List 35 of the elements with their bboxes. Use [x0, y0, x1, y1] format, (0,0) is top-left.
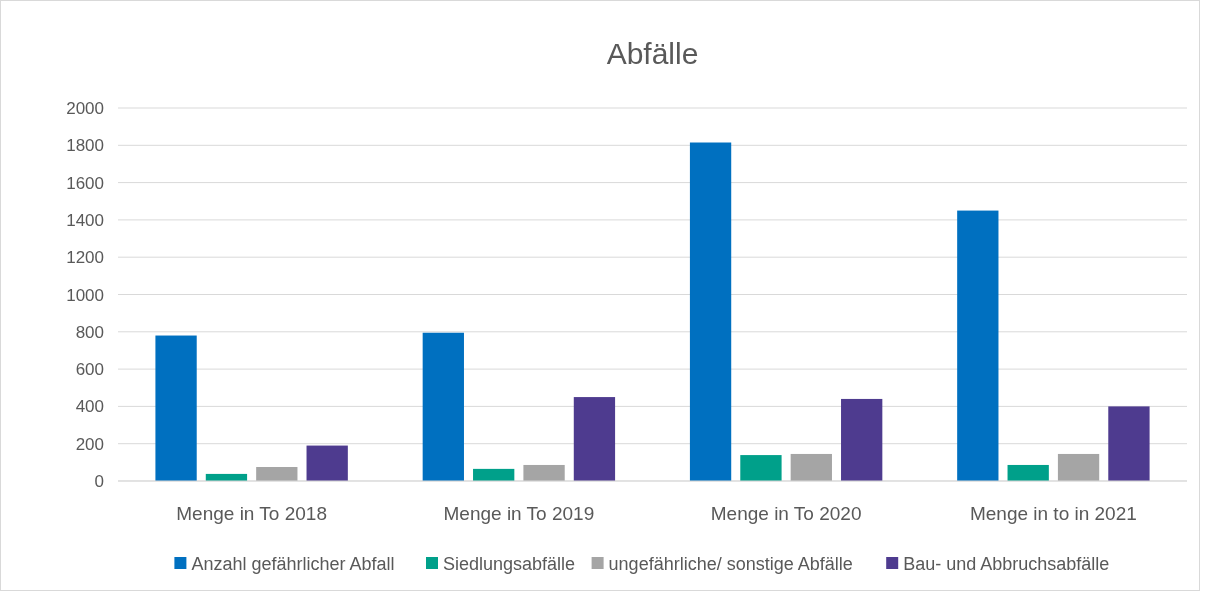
legend-label: Anzahl gefährlicher Abfall [191, 554, 395, 574]
y-tick-label: 1400 [66, 210, 104, 230]
bar [573, 397, 616, 481]
y-tick-label: 200 [75, 434, 104, 454]
y-tick-label: 1000 [66, 285, 104, 305]
bar [689, 142, 732, 481]
legend-label: Siedlungsabfälle [443, 554, 576, 574]
y-tick-label: 600 [75, 360, 104, 380]
legend-label: ungefährliche/ sonstige Abfälle [608, 554, 853, 574]
bar [957, 210, 999, 481]
chart-title: Abfälle [606, 37, 699, 70]
bar [473, 468, 515, 481]
bar [841, 398, 883, 481]
y-tick-label: 1200 [66, 248, 104, 268]
y-tick-label: 1600 [66, 173, 104, 193]
x-tick-label: Menge in To 2018 [176, 503, 327, 524]
bar [790, 453, 832, 481]
x-tick-label: Menge in To 2020 [710, 503, 862, 524]
bar [1108, 406, 1150, 481]
y-tick-label: 1800 [66, 136, 104, 156]
bar [740, 455, 782, 481]
bar [523, 464, 565, 481]
bar [306, 445, 348, 481]
legend-label: Bau- und Abbruchsabfälle [903, 554, 1110, 574]
bar [155, 335, 197, 481]
x-tick-label: Menge in to in 2021 [969, 503, 1137, 524]
y-tick-label: 0 [94, 472, 104, 491]
y-tick-label: 400 [75, 397, 104, 417]
bar [256, 467, 298, 481]
x-tick-label: Menge in To 2019 [443, 503, 595, 524]
bar [422, 332, 464, 481]
y-tick-label: 800 [75, 322, 104, 342]
y-tick-label: 2000 [66, 99, 104, 118]
bar [1057, 453, 1100, 481]
bar [1007, 464, 1049, 481]
